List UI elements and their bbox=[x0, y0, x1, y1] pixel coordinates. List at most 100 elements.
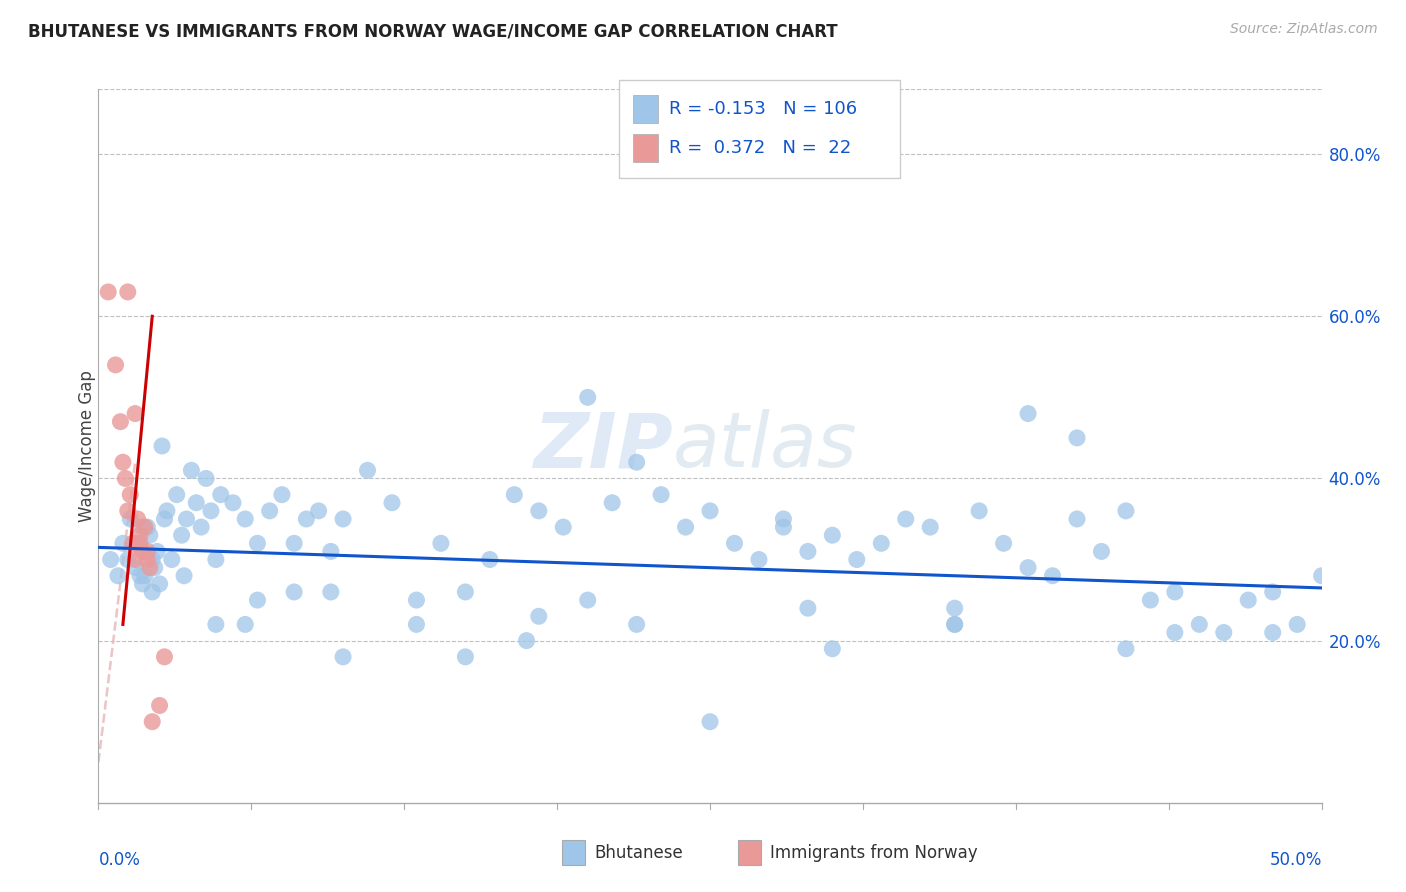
Point bbox=[117, 504, 139, 518]
Point bbox=[576, 593, 599, 607]
Point bbox=[134, 520, 156, 534]
Point bbox=[821, 528, 844, 542]
Point bbox=[129, 536, 152, 550]
Point bbox=[1017, 560, 1039, 574]
Point bbox=[170, 528, 193, 542]
Point bbox=[772, 512, 794, 526]
Point bbox=[114, 471, 136, 485]
Point bbox=[405, 593, 427, 607]
Point bbox=[120, 488, 142, 502]
Point bbox=[131, 520, 153, 534]
Point bbox=[149, 577, 172, 591]
Point bbox=[121, 536, 143, 550]
Point bbox=[283, 585, 305, 599]
Point bbox=[723, 536, 745, 550]
Point bbox=[600, 496, 623, 510]
Point bbox=[993, 536, 1015, 550]
Point bbox=[319, 585, 342, 599]
Point bbox=[131, 577, 153, 591]
Point bbox=[1115, 641, 1137, 656]
Point bbox=[246, 536, 269, 550]
Point bbox=[176, 512, 198, 526]
Point bbox=[967, 504, 990, 518]
Point bbox=[134, 568, 156, 582]
Point bbox=[259, 504, 281, 518]
Point bbox=[149, 698, 172, 713]
Point bbox=[1188, 617, 1211, 632]
Point bbox=[1261, 625, 1284, 640]
Point bbox=[797, 601, 820, 615]
Point bbox=[1139, 593, 1161, 607]
Text: 50.0%: 50.0% bbox=[1270, 852, 1322, 870]
Point bbox=[920, 520, 942, 534]
Point bbox=[124, 407, 146, 421]
Point bbox=[146, 544, 169, 558]
Point bbox=[156, 504, 179, 518]
Point bbox=[626, 455, 648, 469]
Text: ZIP: ZIP bbox=[534, 409, 673, 483]
Point bbox=[1310, 568, 1333, 582]
Point bbox=[143, 560, 166, 574]
Point bbox=[527, 504, 550, 518]
Point bbox=[553, 520, 575, 534]
Text: Immigrants from Norway: Immigrants from Norway bbox=[770, 844, 979, 862]
Point bbox=[1261, 585, 1284, 599]
Point bbox=[104, 358, 127, 372]
Point bbox=[150, 439, 173, 453]
Text: R = -0.153   N = 106: R = -0.153 N = 106 bbox=[669, 100, 858, 118]
Point bbox=[186, 496, 208, 510]
Point bbox=[356, 463, 378, 477]
Point bbox=[136, 552, 159, 566]
Point bbox=[141, 552, 163, 566]
Point bbox=[478, 552, 501, 566]
Point bbox=[131, 544, 153, 558]
Point bbox=[295, 512, 318, 526]
Point bbox=[1042, 568, 1064, 582]
Point bbox=[1164, 585, 1187, 599]
Point bbox=[111, 536, 134, 550]
Point bbox=[332, 512, 354, 526]
Point bbox=[381, 496, 404, 510]
Point bbox=[153, 649, 176, 664]
Text: Source: ZipAtlas.com: Source: ZipAtlas.com bbox=[1230, 22, 1378, 37]
Point bbox=[124, 560, 146, 574]
Point bbox=[1017, 407, 1039, 421]
Point bbox=[308, 504, 330, 518]
Point bbox=[190, 520, 212, 534]
Point bbox=[1066, 431, 1088, 445]
Point bbox=[129, 568, 152, 582]
Point bbox=[943, 617, 966, 632]
Point bbox=[205, 617, 228, 632]
Point bbox=[100, 552, 122, 566]
Point bbox=[772, 520, 794, 534]
Point bbox=[699, 504, 721, 518]
Point bbox=[117, 552, 139, 566]
Point bbox=[1115, 504, 1137, 518]
Point bbox=[127, 536, 149, 550]
Point bbox=[127, 512, 149, 526]
Point bbox=[195, 471, 218, 485]
Text: 0.0%: 0.0% bbox=[98, 852, 141, 870]
Point bbox=[870, 536, 893, 550]
Point bbox=[797, 544, 820, 558]
Point bbox=[270, 488, 294, 502]
Point bbox=[205, 552, 228, 566]
Point bbox=[1212, 625, 1234, 640]
Point bbox=[1066, 512, 1088, 526]
Point bbox=[283, 536, 305, 550]
Text: R =  0.372   N =  22: R = 0.372 N = 22 bbox=[669, 139, 852, 157]
Point bbox=[141, 585, 163, 599]
Point bbox=[943, 601, 966, 615]
Point bbox=[454, 649, 477, 664]
Point bbox=[332, 649, 354, 664]
Point bbox=[1286, 617, 1309, 632]
Point bbox=[699, 714, 721, 729]
Point bbox=[136, 520, 159, 534]
Point bbox=[503, 488, 526, 502]
Point bbox=[173, 568, 195, 582]
Point bbox=[136, 544, 159, 558]
Point bbox=[141, 714, 163, 729]
Point bbox=[110, 415, 132, 429]
Point bbox=[675, 520, 697, 534]
Point bbox=[650, 488, 672, 502]
